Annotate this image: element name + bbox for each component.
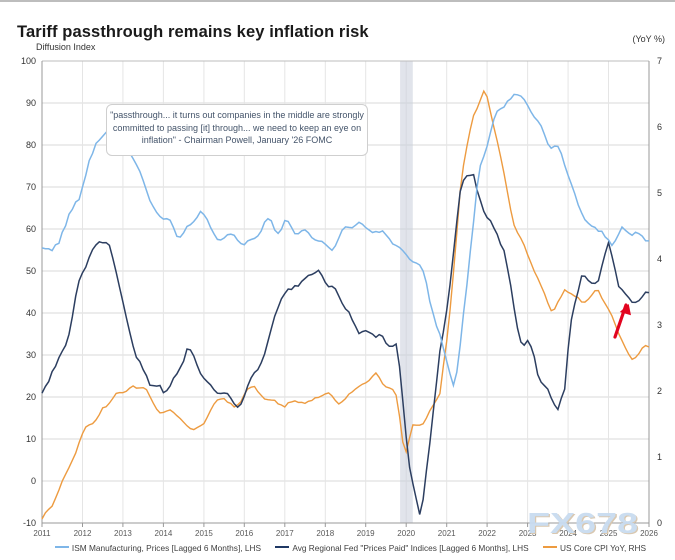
svg-text:2019: 2019	[357, 529, 375, 538]
svg-text:2016: 2016	[235, 529, 253, 538]
svg-text:6: 6	[657, 122, 662, 132]
svg-text:80: 80	[26, 140, 36, 150]
svg-text:2011: 2011	[33, 529, 51, 538]
svg-text:10: 10	[26, 434, 36, 444]
svg-text:2012: 2012	[74, 529, 92, 538]
svg-text:2013: 2013	[114, 529, 132, 538]
svg-text:90: 90	[26, 98, 36, 108]
svg-text:2021: 2021	[438, 529, 456, 538]
svg-text:2022: 2022	[478, 529, 496, 538]
svg-text:-10: -10	[23, 518, 36, 528]
svg-text:60: 60	[26, 224, 36, 234]
svg-text:5: 5	[657, 188, 662, 198]
svg-text:1: 1	[657, 452, 662, 462]
svg-text:2: 2	[657, 386, 662, 396]
svg-text:4: 4	[657, 254, 662, 264]
svg-text:0: 0	[657, 518, 662, 528]
svg-text:7: 7	[657, 56, 662, 66]
svg-text:2026: 2026	[640, 529, 658, 538]
svg-text:2015: 2015	[195, 529, 213, 538]
svg-text:50: 50	[26, 266, 36, 276]
svg-text:2020: 2020	[397, 529, 415, 538]
svg-text:20: 20	[26, 392, 36, 402]
svg-text:2014: 2014	[155, 529, 173, 538]
svg-text:30: 30	[26, 350, 36, 360]
svg-text:100: 100	[21, 56, 36, 66]
svg-text:70: 70	[26, 182, 36, 192]
svg-text:3: 3	[657, 320, 662, 330]
svg-text:40: 40	[26, 308, 36, 318]
svg-text:2018: 2018	[316, 529, 334, 538]
svg-text:2017: 2017	[276, 529, 294, 538]
svg-text:0: 0	[31, 476, 36, 486]
